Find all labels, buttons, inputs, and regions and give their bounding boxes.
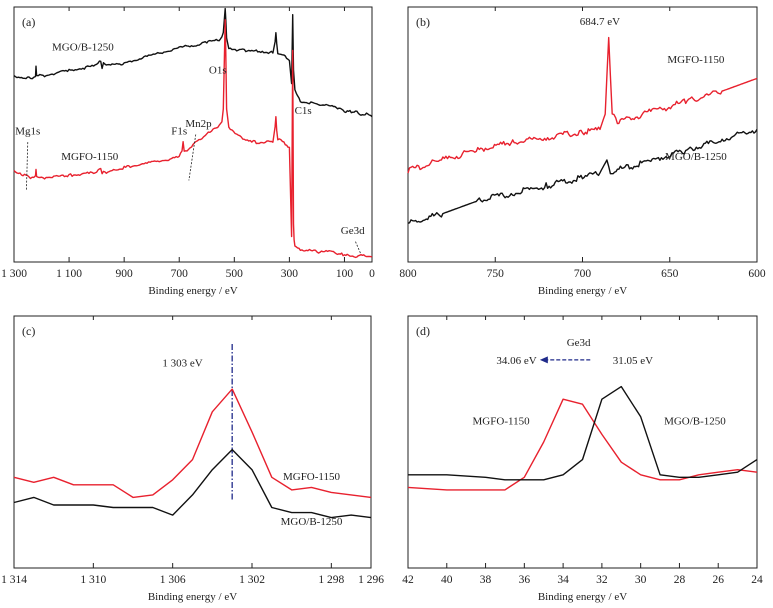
plot-frame (407, 315, 758, 569)
x-tick-label: 40 (441, 574, 453, 586)
x-axis-label: Binding energy / eV (148, 285, 237, 297)
x-tick-label: 42 (402, 574, 414, 586)
plot-frame (407, 6, 758, 263)
panel-d: (d) 42 40 38 36 34 32 30 28 26 24 Binding energy / … (402, 315, 763, 603)
x-tick-label: 700 (574, 268, 592, 280)
series-line-1 (13, 388, 372, 499)
panel-label: (b) (416, 15, 430, 29)
x-tick-label: 1 306 (160, 574, 186, 586)
series-line-2 (13, 19, 373, 259)
x-tick-label: 750 (487, 268, 505, 280)
annotation: 1 303 eV (162, 357, 202, 369)
x-axis-label: Binding energy / eV (148, 591, 237, 603)
x-tick-label: 900 (116, 268, 134, 280)
annotation: MGFO-1150 (61, 151, 119, 163)
x-tick-label: 1 298 (318, 574, 344, 586)
x-tick-label: 38 (480, 574, 492, 586)
x-tick-label: 600 (748, 268, 766, 280)
annotation: MGFO-1150 (667, 54, 725, 66)
panel-c: (c) 1 314 1 310 1 306 1 302 1 298 1 296 Binding… (1, 315, 384, 603)
x-tick-label: 1 100 (56, 268, 82, 280)
x-tick-label: 28 (674, 574, 686, 586)
annotation: Ge3d (567, 337, 591, 349)
x-tick-label: 24 (751, 574, 763, 586)
panel-a: (a) 1 300 1 100 900 700 500 300 100 0 Binding ene… (1, 6, 375, 297)
x-tick-label: 26 (712, 574, 724, 586)
peak-pointer (25, 142, 29, 191)
panel-b: (b) 800 750 700 650 600 Binding energy / eV 684… (399, 6, 766, 297)
x-tick-label: 1 302 (239, 574, 265, 586)
x-tick-label: 1 314 (1, 574, 27, 586)
panel-label: (c) (22, 324, 35, 338)
annotation: MGO/B-1250 (664, 415, 726, 427)
x-tick-label: 36 (519, 574, 531, 586)
peak-pointer (355, 241, 362, 255)
series-line-2 (408, 385, 758, 481)
annotation: 684.7 eV (580, 16, 620, 28)
x-tick-label: 30 (635, 574, 647, 586)
annotation: MGO/B-1250 (665, 151, 727, 163)
annotation: F1s (171, 126, 187, 138)
panel-label: (d) (416, 324, 430, 338)
x-tick-label: 1 300 (1, 268, 27, 280)
annotation: Mn2p (185, 118, 212, 130)
panel-label: (a) (22, 15, 35, 29)
x-tick-label: 500 (226, 268, 244, 280)
peak-pointer (188, 134, 197, 181)
x-tick-label: 300 (281, 268, 299, 280)
x-tick-label: 800 (399, 268, 417, 280)
annotation: MGO/B-1250 (52, 41, 114, 53)
x-tick-label: 34 (557, 574, 569, 586)
annotation: C1s (295, 105, 312, 117)
annotation: MGO/B-1250 (281, 516, 343, 528)
series-line-1 (13, 7, 373, 118)
series-line-2 (13, 448, 372, 519)
annotation: MGFO-1150 (473, 415, 531, 427)
annotation: MGFO-1150 (283, 471, 341, 483)
series-line-1 (407, 36, 758, 174)
x-tick-label: 0 (369, 268, 375, 280)
annotation: Ge3d (341, 225, 365, 237)
annotation: 31.05 eV (613, 355, 653, 367)
annotation: 34.06 eV (496, 355, 536, 367)
annotation: O1s (209, 64, 227, 76)
x-tick-label: 700 (171, 268, 189, 280)
x-axis-label: Binding energy / eV (538, 285, 627, 297)
series-line-1 (407, 398, 758, 491)
plot-frame (13, 6, 373, 263)
shift-arrowhead (539, 356, 548, 364)
x-tick-label: 650 (661, 268, 679, 280)
x-tick-label: 32 (596, 574, 608, 586)
plot-frame (13, 315, 372, 569)
x-tick-label: 100 (336, 268, 354, 280)
x-axis-label: Binding energy / eV (538, 591, 627, 603)
series-line-2 (407, 129, 758, 224)
x-tick-label: 1 296 (358, 574, 384, 586)
annotation: Mg1s (15, 126, 40, 138)
x-tick-label: 1 310 (80, 574, 106, 586)
